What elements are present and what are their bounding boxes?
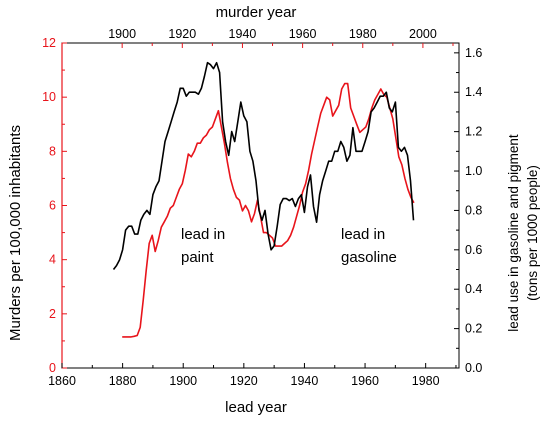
left-tick-label: 10: [42, 90, 56, 104]
bottom-tick-label: 1860: [48, 374, 76, 388]
left-tick-label: 4: [49, 253, 56, 267]
annotation-paint-line1: lead in: [181, 226, 225, 243]
bottom-tick-label: 1960: [351, 374, 379, 388]
right-tick-label: 0.2: [465, 322, 482, 336]
right-axis-ticks: 0.0 0.2 0.4 0.6 0.8 1.0 1.2 1.4 1.6: [454, 46, 482, 375]
right-tick-label: 1.4: [465, 85, 482, 99]
top-tick-label: 1940: [229, 27, 257, 41]
top-tick-label: 1960: [289, 27, 317, 41]
bottom-axis-ticks: 1860 1880 1900 1920 1940 1960 1980: [48, 363, 457, 388]
right-tick-label: 0.6: [465, 243, 482, 257]
left-tick-label: 0: [49, 361, 56, 375]
right-tick-label: 0.0: [465, 361, 482, 375]
bottom-tick-label: 1980: [412, 374, 440, 388]
right-tick-label: 1.0: [465, 164, 482, 178]
top-axis-label: murder year: [216, 4, 297, 21]
right-axis-label-line1: lead use in gasoline and pigment: [506, 134, 521, 332]
series-line-lead_use: [112, 61, 415, 270]
right-tick-label: 1.6: [465, 46, 482, 60]
top-tick-label: 2000: [409, 27, 437, 41]
plot-frame: [61, 42, 460, 369]
bottom-tick-label: 1940: [291, 374, 319, 388]
bottom-tick-label: 1920: [230, 374, 258, 388]
bottom-tick-label: 1880: [109, 374, 137, 388]
right-tick-label: 0.4: [465, 282, 482, 296]
left-axis-ticks: 0 2 4 6 8 10 12: [42, 36, 67, 375]
left-tick-label: 12: [42, 36, 56, 50]
bottom-tick-label: 1900: [169, 374, 197, 388]
left-tick-label: 6: [49, 199, 56, 213]
top-axis-ticks: 1900 1920 1940 1960 1980 2000: [108, 27, 454, 48]
left-axis-label: Murders per 100,000 inhabitants: [7, 125, 24, 341]
top-tick-label: 1900: [108, 27, 136, 41]
bottom-axis-label: lead year: [225, 399, 287, 416]
top-tick-label: 1980: [349, 27, 377, 41]
right-tick-label: 0.8: [465, 203, 482, 217]
annotation-paint-line2: paint: [181, 249, 214, 266]
left-tick-label: 2: [49, 307, 56, 321]
annotation-gasoline-line2: gasoline: [341, 249, 397, 266]
plot-lines: [112, 61, 415, 338]
annotation-gasoline-line1: lead in: [341, 226, 385, 243]
right-axis-label-line2: (tons per 1000 people): [525, 165, 540, 301]
top-tick-label: 1920: [168, 27, 196, 41]
right-tick-label: 1.2: [465, 125, 482, 139]
left-tick-label: 8: [49, 144, 56, 158]
series-line-murder_rate: [122, 82, 415, 338]
